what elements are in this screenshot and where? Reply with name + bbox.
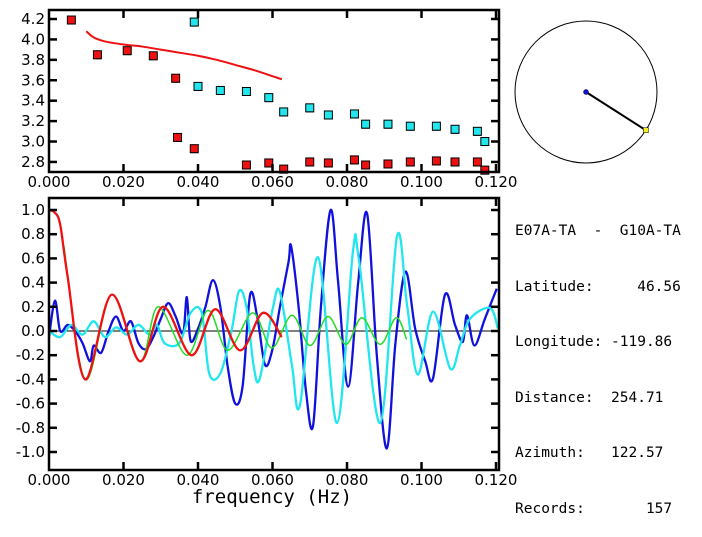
data-point (122, 46, 132, 56)
y-tick-label: 1.0 (21, 201, 45, 219)
longitude: Longitude: -119.86 (515, 334, 673, 350)
data-point (349, 155, 359, 165)
y-tick-label: 3.6 (21, 71, 45, 89)
data-point (66, 15, 76, 25)
y-tick-label: 3.2 (21, 112, 45, 130)
figure: 0.000 0.020 0.040 0.060 0.080 0.100 0.120 2.8 3.… (16, 8, 658, 508)
series-line (48, 232, 499, 425)
data-point (264, 158, 274, 168)
series-line (48, 208, 283, 381)
x-tick-label: 0.020 (102, 471, 145, 489)
data-point (189, 17, 199, 27)
x-tick-label: 0.020 (102, 173, 145, 191)
records: Records: 157 (515, 500, 673, 517)
x-tick-label: 0.100 (400, 471, 443, 489)
data-point (450, 157, 460, 167)
data-point (472, 126, 482, 136)
plot-frame (47, 196, 501, 472)
dispersion-curve (85, 30, 283, 81)
data-point (171, 73, 181, 83)
data-point (431, 121, 441, 131)
receiver-station-marker (643, 127, 649, 133)
x-tick-label: 0.100 (400, 173, 443, 191)
data-point (383, 119, 393, 129)
data-point (431, 156, 441, 166)
x-tick-label: 0.000 (28, 471, 71, 489)
azimuth: Azimuth: 122.57 (515, 445, 664, 461)
y-tick-label: 0.0 (21, 322, 45, 340)
range-circle (514, 20, 658, 164)
y-tick-label: -1.0 (16, 443, 45, 461)
data-point (405, 121, 415, 131)
station-info-panel: E07A-TA - G10A-TA Latitude: 46.56 Longit… (515, 185, 681, 537)
velocity-dispersion-plot: 0.000 0.020 0.040 0.060 0.080 0.100 0.120 2.8 3.… (21, 8, 518, 191)
data-point (480, 165, 490, 175)
y-tick-label: 0.8 (21, 225, 45, 243)
latitude: Latitude: 46.56 (515, 278, 681, 295)
y-tick-label: -0.4 (16, 370, 45, 388)
data-point (148, 51, 158, 61)
x-tick-label: 0.120 (475, 471, 518, 489)
x-tick-label: 0.000 (28, 173, 71, 191)
x-tick-label: 0.080 (326, 471, 369, 489)
y-tick-label: 4.2 (21, 10, 45, 28)
y-tick-label: 3.8 (21, 51, 45, 69)
data-point (92, 50, 102, 60)
data-point (279, 107, 289, 117)
y-tick-label: 0.6 (21, 249, 45, 267)
data-point (383, 159, 393, 169)
data-point (305, 103, 315, 113)
data-point (480, 137, 490, 147)
distance: Distance: 254.71 (515, 389, 664, 406)
y-tick-label: 3.0 (21, 133, 45, 151)
y-tick-label: -0.6 (16, 395, 45, 413)
data-point (215, 85, 225, 95)
y-tick-label: 4.0 (21, 30, 45, 48)
series-line (47, 208, 498, 450)
data-point (193, 81, 203, 91)
azimuth-map (514, 20, 658, 164)
x-tick-label: 0.080 (326, 173, 369, 191)
x-tick-label: 0.040 (177, 471, 220, 489)
station-pair: E07A-TA - G10A-TA (515, 223, 681, 239)
data-point (405, 157, 415, 167)
y-tick-label: 0.4 (21, 274, 45, 292)
source-station-marker (583, 89, 589, 95)
data-point (241, 160, 251, 170)
data-point (323, 158, 333, 168)
data-point (361, 119, 371, 129)
data-point (305, 157, 315, 167)
data-point (323, 110, 333, 120)
x-tick-label: 0.060 (251, 173, 294, 191)
data-point (189, 144, 199, 154)
y-tick-label: -0.2 (16, 346, 45, 364)
data-point (173, 132, 183, 142)
correlation-spectrum-plot: 0.000 0.020 0.040 0.060 0.080 0.100 0.120 1.0 0.… (16, 196, 518, 489)
data-point (472, 157, 482, 167)
y-tick-label: 2.8 (21, 153, 45, 171)
data-point (264, 93, 274, 103)
x-tick-label: 0.120 (475, 173, 518, 191)
y-tick-label: 0.2 (21, 298, 45, 316)
x-tick-label: 0.040 (177, 173, 220, 191)
data-point (241, 86, 251, 96)
data-point (349, 109, 359, 119)
plot-frame (47, 8, 501, 174)
data-point (450, 124, 460, 134)
y-tick-label: -0.8 (16, 419, 45, 437)
y-tick-label: 3.4 (21, 92, 45, 110)
x-axis-title: frequency (Hz) (192, 486, 352, 508)
data-point (361, 160, 371, 170)
azimuth-line (585, 91, 647, 132)
x-tick-label: 0.060 (251, 471, 294, 489)
